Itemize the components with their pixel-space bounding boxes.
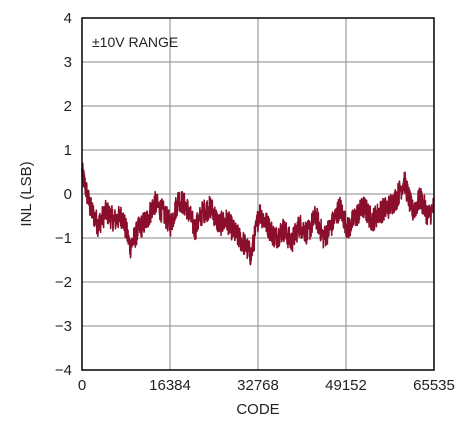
grid-lines (81, 17, 435, 371)
y-tick-labels: 4 3 2 1 0 −1 −2 −3 −4 (55, 10, 72, 379)
x-tick-label: 16384 (149, 377, 191, 394)
y-tick-label: 4 (64, 10, 72, 27)
x-tick-labels: 0 16384 32768 49152 65535 (78, 377, 455, 394)
y-tick-label: 0 (64, 186, 72, 203)
inl-series-line (81, 162, 435, 266)
y-tick-label: −4 (55, 362, 72, 379)
range-annotation: ±10V RANGE (92, 34, 178, 50)
y-tick-label: 1 (64, 142, 72, 159)
y-tick-label: 3 (64, 54, 72, 71)
y-tick-label: 2 (64, 98, 72, 115)
x-tick-label: 0 (78, 377, 86, 394)
x-tick-label: 49152 (325, 377, 367, 394)
plot-frame (81, 17, 435, 371)
series-layer (81, 162, 435, 266)
x-tick-label: 32768 (237, 377, 279, 394)
plot-border (81, 17, 435, 371)
y-tick-label: −3 (55, 318, 72, 335)
y-tick-label: −2 (55, 274, 72, 291)
y-axis-title: INL (LSB) (18, 161, 35, 226)
x-tick-label: 65535 (413, 377, 455, 394)
x-axis-title: CODE (236, 401, 279, 418)
y-tick-label: −1 (55, 230, 72, 247)
